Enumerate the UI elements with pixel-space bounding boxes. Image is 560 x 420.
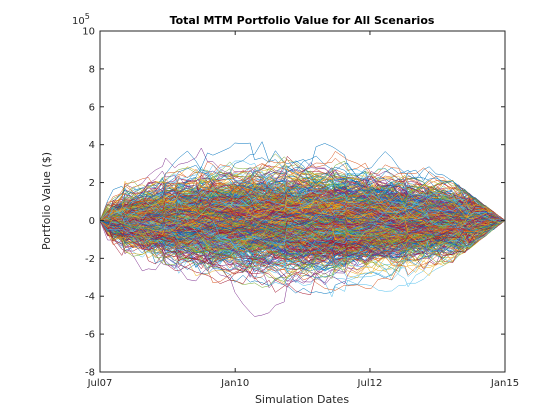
scenario-line [99,213,506,241]
scenario-line [99,210,506,240]
chart-title: Total MTM Portfolio Value for All Scenar… [170,14,435,27]
scenario-line [99,141,506,224]
scenario-line [99,204,506,240]
scenario-line [99,196,506,224]
scenario-line [99,195,506,232]
scenario-line [99,164,506,224]
y-tick-label: 6 [89,102,95,113]
scenario-line [99,159,506,233]
scenario-line [99,160,506,225]
axes-box [99,30,506,373]
scenario-line [99,142,506,234]
y-tick-label: -8 [85,368,95,379]
y-tick-label: -2 [85,254,95,265]
x-tick-label: Jul12 [357,378,383,389]
y-tick-label: -4 [85,292,95,303]
y-tick-label: -6 [85,330,95,341]
scenario-line [99,170,506,248]
y-tick-label: 10 [82,27,95,38]
scenario-line [99,187,506,221]
y-exponent-power: 5 [85,12,90,21]
scenario-line [99,211,506,242]
scenario-line [99,161,506,232]
scenario-line [99,200,506,227]
scenario-line [99,210,506,255]
y-tick-label: 2 [89,178,95,189]
ticks-group: Jul07 Jan10 Jul12 Jan15 -8 -6 -4 -2 0 2 4 6 8 10 [82,27,519,390]
scenario-line [99,185,506,262]
scenario-line [99,192,506,266]
scenario-line [99,204,506,255]
y-tick-label: 8 [89,64,95,75]
y-axis-label: Portfolio Value ($) [40,152,53,250]
y-exponent-label: 105 [72,12,90,27]
scenario-line [99,206,506,277]
scenario-line [99,194,506,232]
scenario-line [99,193,506,233]
y-tick-label: 4 [89,140,95,151]
x-tick-label: Jan10 [220,378,249,389]
scenario-line [99,167,506,221]
x-axis-label: Simulation Dates [255,393,349,406]
scenario-line [99,217,506,265]
scenario-line [99,213,506,239]
series-group [99,141,506,317]
scenario-line [99,190,506,223]
scenario-line [99,204,506,271]
scenario-line [99,209,506,261]
y-exponent-base: 10 [72,16,85,27]
scenario-line [99,185,506,221]
scenario-line [99,204,506,234]
x-tick-label: Jul07 [87,378,113,389]
x-tick-label: Jan15 [490,378,519,389]
scenario-line [99,164,506,225]
scenario-line [99,177,506,240]
scenario-line [99,218,506,288]
scenario-line [99,209,506,239]
scenario-line [99,204,506,243]
scenario-line [99,208,506,235]
scenario-line [99,188,506,229]
scenario-line [99,215,506,256]
y-tick-label: 0 [89,216,95,227]
scenario-line [99,197,506,246]
